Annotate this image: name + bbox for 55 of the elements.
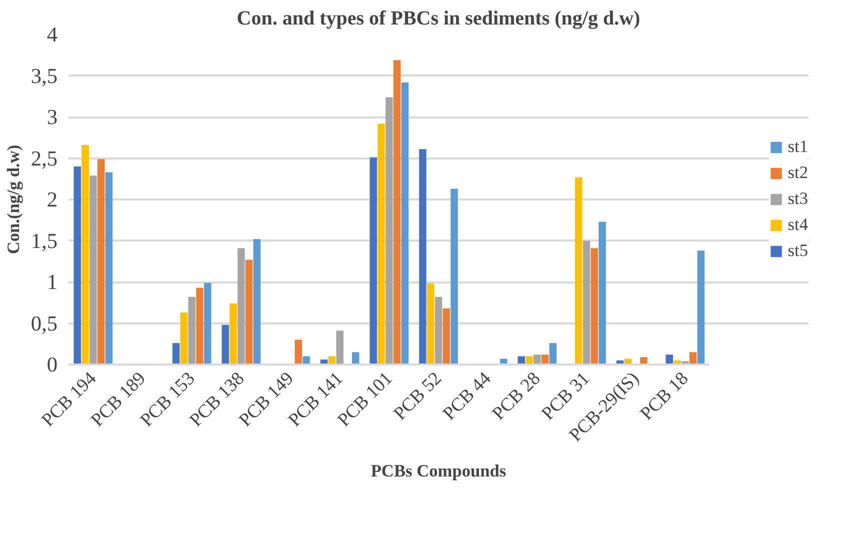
- bar: [442, 308, 450, 364]
- bar: [590, 248, 598, 364]
- y-tick-label: 4: [46, 22, 58, 46]
- bar: [105, 172, 113, 364]
- bar: [598, 222, 606, 364]
- legend-label: st4: [788, 215, 808, 235]
- bar: [434, 296, 442, 364]
- bar: [666, 354, 674, 364]
- bar: [204, 282, 212, 364]
- bar: [294, 340, 302, 364]
- bar: [697, 250, 705, 364]
- y-tick-label: 1,5: [30, 228, 58, 253]
- y-tick-label: 3: [46, 105, 58, 129]
- bar: [180, 312, 188, 364]
- bar: [172, 343, 180, 364]
- bar: [230, 303, 237, 364]
- y-tick-label: 2,5: [30, 146, 58, 170]
- y-tick-label: 2: [46, 188, 58, 212]
- y-tick-label: 3,5: [30, 64, 58, 88]
- bar: [640, 357, 648, 364]
- y-tick-label: 0,5: [30, 311, 58, 336]
- bar: [238, 248, 245, 364]
- bar: [370, 157, 378, 364]
- bar: [245, 260, 253, 364]
- bar: [386, 97, 393, 364]
- chart-title: Con. and types of PBCs in sediments (ng/g d.w): [236, 8, 640, 30]
- bar: [352, 352, 360, 364]
- bar: [574, 177, 582, 364]
- legend-label: st3: [788, 189, 808, 209]
- bar: [393, 60, 401, 364]
- bar: [689, 352, 697, 364]
- bar: [82, 145, 89, 364]
- bar: [582, 240, 590, 364]
- legend-label: st2: [788, 163, 808, 183]
- bar: [90, 176, 97, 364]
- bar: [188, 296, 196, 364]
- y-tick-label: 1: [46, 270, 58, 294]
- bar: [426, 284, 434, 364]
- bar: [253, 239, 261, 364]
- bar: [222, 324, 230, 364]
- y-tick-label: 0: [46, 352, 58, 376]
- bar: [97, 159, 105, 364]
- bar: [401, 82, 409, 364]
- bar: [549, 343, 557, 364]
- bar: [336, 330, 344, 364]
- bar: [378, 124, 385, 364]
- x-axis-title: PCBs Compounds: [370, 461, 506, 480]
- bar: [196, 288, 204, 364]
- y-axis-title: Con.(ng/g d.w): [4, 144, 23, 254]
- bar: [450, 188, 458, 364]
- bar: [74, 166, 82, 364]
- bar: [534, 354, 541, 364]
- legend-label: st5: [788, 241, 808, 261]
- bar: [419, 149, 426, 364]
- legend-label: st1: [788, 137, 808, 157]
